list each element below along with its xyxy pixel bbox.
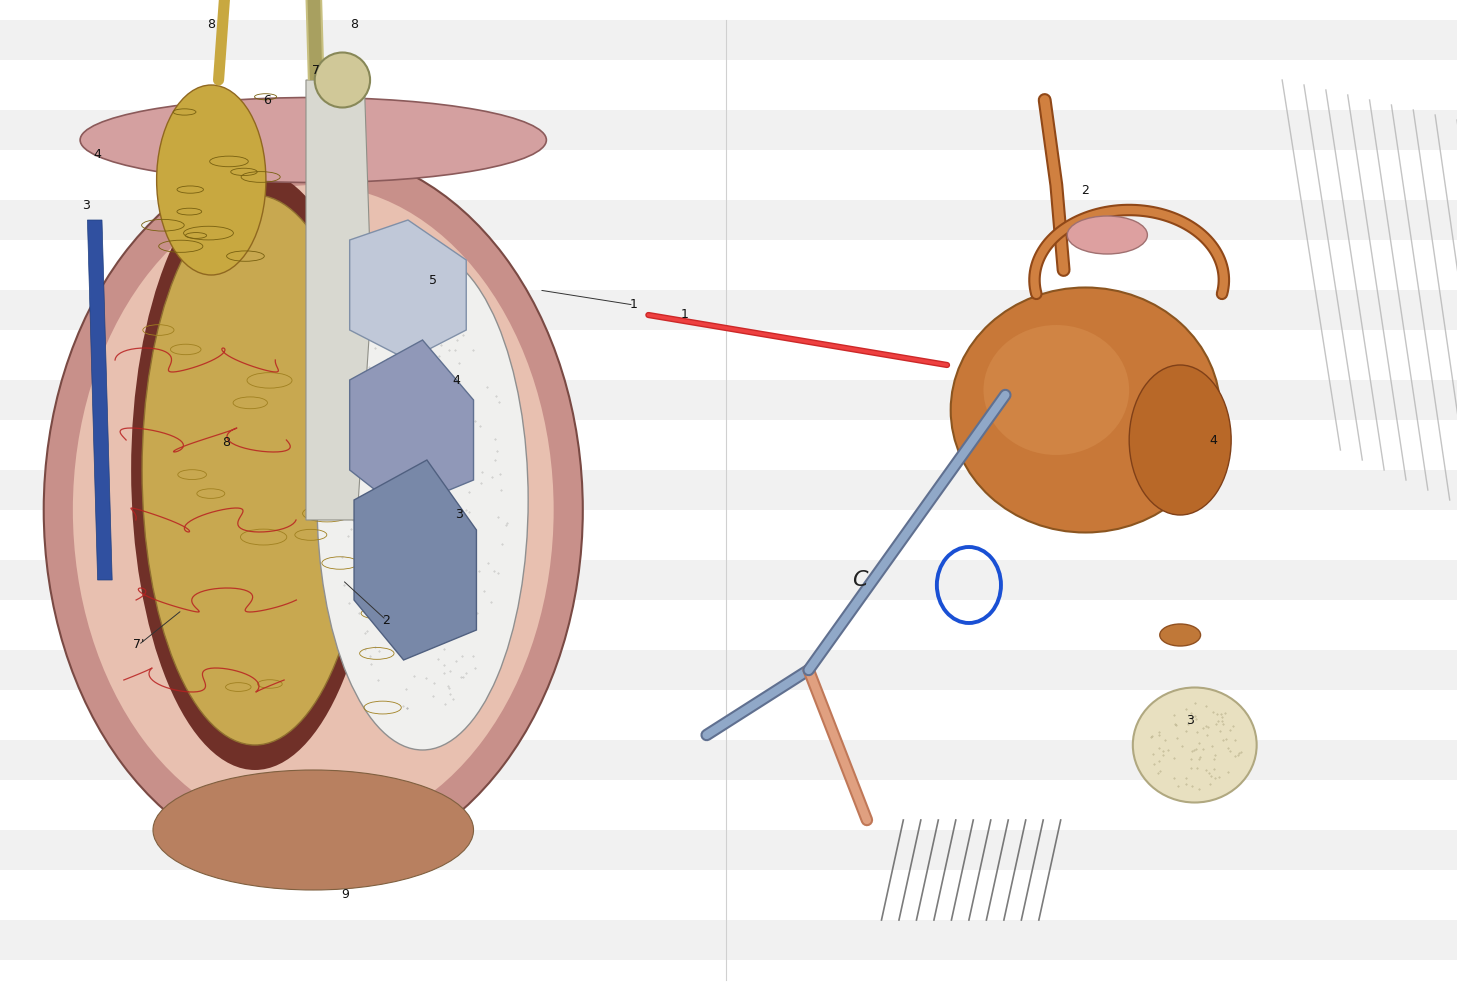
- Polygon shape: [354, 460, 476, 660]
- Text: 7': 7': [133, 639, 144, 652]
- Bar: [0, 560, 1457, 600]
- Text: 8: 8: [207, 18, 216, 31]
- Polygon shape: [87, 220, 112, 580]
- Ellipse shape: [73, 185, 554, 835]
- Text: 2: 2: [382, 613, 390, 626]
- Bar: [0, 740, 1457, 780]
- Text: 4: 4: [93, 148, 102, 161]
- Bar: [0, 290, 1457, 330]
- Text: 4: 4: [452, 373, 460, 386]
- Text: 6: 6: [262, 94, 271, 106]
- Polygon shape: [350, 340, 474, 510]
- Ellipse shape: [316, 250, 527, 750]
- Ellipse shape: [1067, 216, 1148, 254]
- Bar: [0, 830, 1457, 870]
- Ellipse shape: [1129, 365, 1231, 515]
- Text: 3: 3: [455, 508, 463, 522]
- Text: 2: 2: [1081, 184, 1090, 196]
- Polygon shape: [306, 80, 372, 520]
- Ellipse shape: [157, 85, 265, 275]
- Text: 1: 1: [629, 298, 638, 311]
- Text: 4: 4: [1209, 434, 1218, 446]
- Text: 5: 5: [428, 273, 437, 286]
- Text: C: C: [852, 570, 868, 590]
- Bar: [0, 470, 1457, 510]
- Polygon shape: [350, 220, 466, 360]
- Bar: [0, 380, 1457, 420]
- Ellipse shape: [315, 53, 370, 108]
- Ellipse shape: [153, 770, 474, 890]
- Text: 7: 7: [312, 64, 321, 77]
- Ellipse shape: [983, 325, 1129, 455]
- Bar: [0, 650, 1457, 690]
- Ellipse shape: [143, 195, 367, 745]
- Bar: [0, 110, 1457, 150]
- Text: 8: 8: [350, 18, 358, 31]
- Ellipse shape: [950, 287, 1220, 532]
- Text: 8: 8: [221, 436, 230, 448]
- Bar: [0, 200, 1457, 240]
- Text: 1: 1: [680, 308, 689, 322]
- Text: 3: 3: [1186, 714, 1195, 726]
- Bar: [0, 20, 1457, 60]
- Text: 9: 9: [341, 889, 350, 902]
- Ellipse shape: [1160, 624, 1201, 646]
- Ellipse shape: [44, 150, 583, 870]
- Text: 3: 3: [82, 199, 90, 212]
- Ellipse shape: [131, 170, 379, 770]
- Bar: [0, 920, 1457, 960]
- Ellipse shape: [80, 98, 546, 182]
- Ellipse shape: [1134, 688, 1256, 802]
